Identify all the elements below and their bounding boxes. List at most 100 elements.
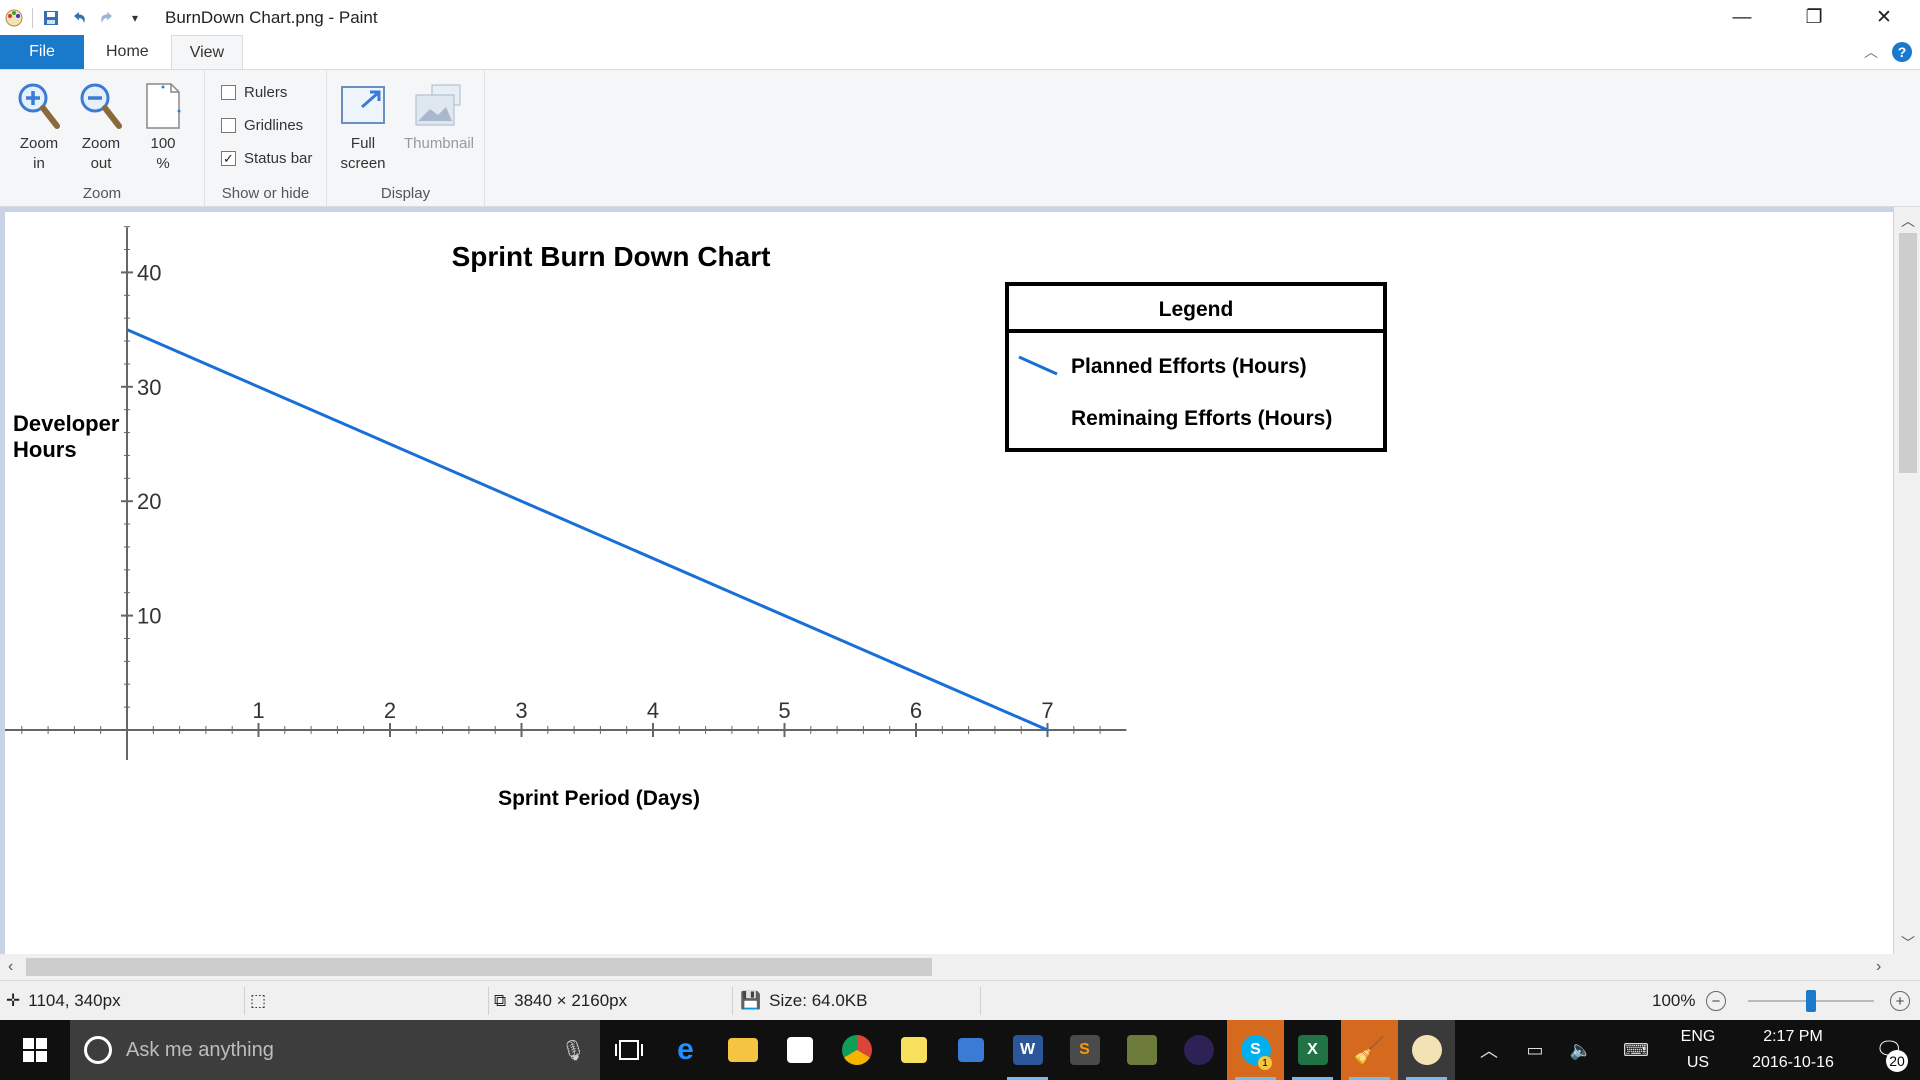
- search-placeholder: Ask me anything: [126, 1038, 274, 1061]
- image-dimensions: ⧉ 3840 × 2160px: [494, 981, 627, 1021]
- selection-icon: ⬚: [250, 991, 267, 1010]
- taskbar-app-word[interactable]: W: [999, 1020, 1056, 1080]
- minimize-button[interactable]: —: [1732, 6, 1752, 28]
- zoom-out-small-button[interactable]: −: [1706, 981, 1726, 1021]
- image-canvas[interactable]: Sprint Burn Down Chart Developer Hours S…: [5, 212, 1893, 954]
- help-icon[interactable]: ?: [1892, 42, 1912, 62]
- save-icon[interactable]: [37, 0, 65, 35]
- cursor-position: ✛ 1104, 340px: [6, 981, 121, 1021]
- vertical-scrollbar[interactable]: ︿ ﹀: [1894, 207, 1920, 954]
- gridlines-checkbox[interactable]: [221, 118, 236, 133]
- taskbar-app-file-explorer[interactable]: [714, 1020, 771, 1080]
- ribbon-tabs: File Home View ︿ ?: [0, 35, 1920, 69]
- title-bar: ▾ BurnDown Chart.png - Paint — ❐ ✕: [0, 0, 1920, 35]
- status-separator: [488, 987, 489, 1015]
- taskbar-app-skype[interactable]: S 1: [1227, 1020, 1284, 1080]
- action-center-button[interactable]: 🗨 20: [1858, 1020, 1920, 1080]
- rulers-option[interactable]: Rulers: [221, 84, 287, 101]
- zoom-slider-handle[interactable]: [1806, 990, 1816, 1012]
- y-axis-label-line2: Hours: [13, 437, 77, 462]
- volume-icon[interactable]: 🔈: [1569, 1039, 1593, 1060]
- status-separator: [980, 987, 981, 1015]
- clock-time: 2:17 PM: [1763, 1028, 1823, 1045]
- tab-file[interactable]: File: [0, 35, 84, 69]
- legend-swatch-planned: [1018, 355, 1058, 376]
- legend-item-planned: Planned Efforts (Hours): [1071, 355, 1307, 378]
- legend-title: Legend: [1159, 298, 1234, 321]
- chart-axes: [5, 227, 1127, 760]
- broom-icon: 🧹: [1353, 1034, 1386, 1065]
- taskbar-app-chrome[interactable]: [828, 1020, 885, 1080]
- window-title: BurnDown Chart.png - Paint: [165, 7, 378, 27]
- system-tray: ︿ ▭ 🔈 ⌨ ENG US 2:17 PM 2016-10-16 🗨 20: [1466, 1020, 1920, 1080]
- ribbon-panel: Zoom in Zoom out 100 % Zoom Rulers Gridl…: [0, 69, 1920, 207]
- sublime-icon: S: [1069, 1035, 1100, 1065]
- taskbar-app-store[interactable]: [771, 1020, 828, 1080]
- plus-icon[interactable]: +: [1890, 991, 1910, 1011]
- zoom-out-icon: [72, 78, 130, 134]
- zoom-100-button[interactable]: 100 %: [134, 78, 192, 174]
- taskbar-app-ccleaner[interactable]: 🧹: [1341, 1020, 1398, 1080]
- horizontal-scrollbar[interactable]: ‹ ›: [0, 954, 1920, 980]
- full-screen-button[interactable]: Full screen: [331, 78, 395, 174]
- undo-icon[interactable]: [65, 0, 93, 35]
- scroll-right-icon[interactable]: ›: [1876, 958, 1882, 975]
- burndown-chart: Sprint Burn Down Chart Developer Hours S…: [5, 226, 1387, 810]
- status-bar-option[interactable]: ✓ Status bar: [221, 150, 312, 167]
- task-view-icon: [614, 1040, 643, 1060]
- x-tick-label: 5: [778, 698, 790, 723]
- tab-view[interactable]: View: [170, 35, 244, 69]
- keyboard-icon[interactable]: ⌨: [1623, 1039, 1649, 1060]
- lock-icon: [1126, 1035, 1157, 1065]
- scroll-up-icon[interactable]: ︿: [1901, 213, 1915, 229]
- x-tick-label: 2: [384, 698, 396, 723]
- rulers-label: Rulers: [244, 84, 288, 101]
- taskbar-app-paint[interactable]: [1398, 1020, 1455, 1080]
- thumbnail-button[interactable]: Thumbnail: [397, 78, 481, 154]
- taskbar-app-network[interactable]: [942, 1020, 999, 1080]
- legend-item-remaining: Reminaing Efforts (Hours): [1071, 407, 1332, 430]
- tab-home[interactable]: Home: [106, 43, 149, 60]
- folder-icon: [727, 1038, 758, 1062]
- rulers-checkbox[interactable]: [221, 85, 236, 100]
- task-view-button[interactable]: [600, 1020, 657, 1080]
- input-language[interactable]: ENG US: [1668, 1024, 1728, 1076]
- zoom-out-label: Zoom out: [81, 135, 121, 172]
- redo-icon[interactable]: [93, 0, 121, 35]
- status-bar-checkbox[interactable]: ✓: [221, 151, 236, 166]
- taskbar-app-edge[interactable]: e: [657, 1020, 714, 1080]
- taskbar-app-eclipse[interactable]: [1170, 1020, 1227, 1080]
- paint-app-icon[interactable]: [0, 0, 28, 35]
- notification-count: 20: [1886, 1050, 1908, 1072]
- battery-icon[interactable]: ▭: [1526, 1039, 1544, 1060]
- clock[interactable]: 2:17 PM 2016-10-16: [1728, 1024, 1858, 1076]
- show-hidden-icons-chevron-up-icon[interactable]: ︿: [1480, 1041, 1498, 1061]
- chart-ticks: 1 2 3 4 5 6 7 10 20 30 40: [21, 226, 1101, 737]
- minus-icon[interactable]: −: [1706, 991, 1726, 1011]
- customize-toolbar-chevron-down-icon[interactable]: ▾: [131, 10, 139, 25]
- taskbar-app-security[interactable]: [1113, 1020, 1170, 1080]
- gridlines-option[interactable]: Gridlines: [221, 117, 303, 134]
- scroll-left-icon[interactable]: ‹: [8, 958, 14, 975]
- zoom-out-button[interactable]: Zoom out: [72, 78, 130, 174]
- close-button[interactable]: ✕: [1876, 7, 1892, 28]
- sticky-notes-icon: [900, 1037, 927, 1063]
- legend: Legend Planned Efforts (Hours) Reminaing…: [1005, 282, 1387, 452]
- taskbar-app-sublime[interactable]: S: [1056, 1020, 1113, 1080]
- zoom-100-label: 100 %: [150, 135, 176, 172]
- cortana-search-box[interactable]: Ask me anything 🎙: [70, 1020, 600, 1080]
- horizontal-scroll-thumb[interactable]: [26, 958, 932, 976]
- zoom-in-button[interactable]: Zoom in: [10, 78, 68, 174]
- taskbar-app-excel[interactable]: X: [1284, 1020, 1341, 1080]
- taskbar-app-sticky-notes[interactable]: [885, 1020, 942, 1080]
- scroll-down-icon[interactable]: ﹀: [1901, 935, 1915, 951]
- start-button[interactable]: [0, 1020, 70, 1080]
- language-code: ENG: [1680, 1028, 1716, 1045]
- x-axis-label: Sprint Period (Days): [498, 787, 700, 810]
- zoom-in-small-button[interactable]: +: [1890, 981, 1910, 1021]
- microphone-icon[interactable]: 🎙: [560, 1039, 586, 1062]
- restore-button[interactable]: ❐: [1805, 7, 1823, 28]
- collapse-ribbon-chevron-up-icon[interactable]: ︿: [1864, 44, 1878, 60]
- vertical-scroll-thumb[interactable]: [1899, 233, 1917, 473]
- excel-icon: X: [1297, 1035, 1328, 1065]
